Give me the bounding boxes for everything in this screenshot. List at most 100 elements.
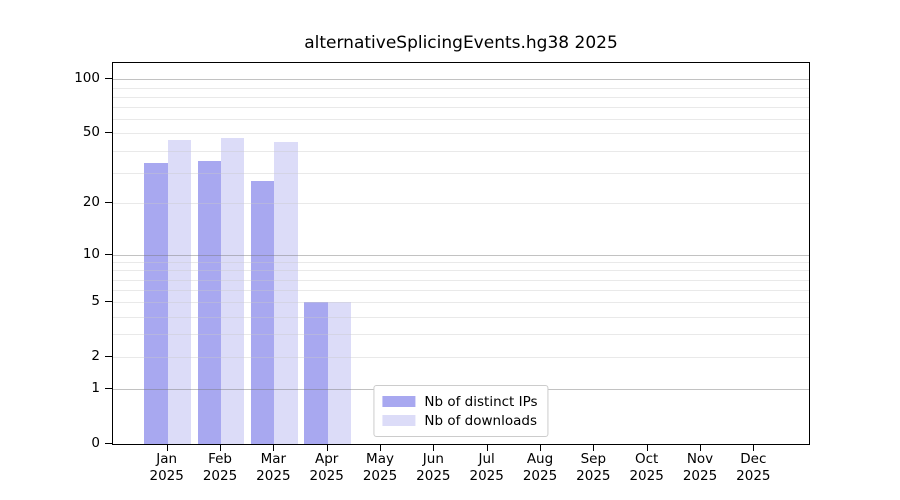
x-axis-tick-feb	[220, 445, 222, 451]
x-axis-tick-jul	[486, 445, 488, 451]
x-axis-tick-nov	[700, 445, 701, 451]
chart-title: alternativeSplicingEvents.hg38 2025	[304, 33, 618, 53]
legend-swatch-nb-of-downloads	[382, 415, 416, 426]
month-label: Apr	[315, 451, 339, 467]
gridline-8	[113, 270, 809, 272]
x-axis-label-apr: Apr 2025	[297, 451, 357, 484]
month-label: Jul	[478, 451, 495, 467]
legend-label: Nb of distinct IPs	[424, 393, 538, 410]
x-axis-tick-may	[380, 445, 382, 451]
gridline-10	[113, 254, 809, 256]
y-axis-label-1: 1	[91, 380, 100, 397]
bar-nb-of-distinct-ips-apr	[304, 302, 328, 444]
gridline-7	[113, 279, 809, 281]
year-label: 2025	[149, 467, 184, 484]
x-axis-label-jul: Jul 2025	[457, 451, 517, 484]
y-axis-label-100: 100	[74, 70, 100, 87]
month-label: Nov	[686, 451, 714, 467]
x-axis-tick-aug	[540, 445, 541, 451]
gridline-50	[113, 133, 809, 135]
x-axis-tick-oct	[646, 445, 648, 451]
x-axis-tick-jun	[433, 445, 435, 451]
bar-nb-of-distinct-ips-jan	[144, 163, 168, 444]
y-axis-tick-100	[105, 78, 112, 80]
x-axis-tick-jan	[166, 445, 168, 451]
year-label: 2025	[362, 467, 398, 484]
y-axis-tick-50	[105, 132, 112, 134]
gridline-60	[113, 119, 809, 121]
y-axis-label-2: 2	[91, 348, 100, 365]
gridline-2	[113, 357, 809, 359]
legend-swatch-nb-of-distinct-ips	[382, 396, 416, 407]
gridline-4	[113, 316, 809, 318]
gridline-3	[113, 334, 809, 336]
plot-area: Nb of distinct IPs Nb of downloads	[112, 62, 810, 445]
year-label: 2025	[469, 467, 504, 484]
x-axis-label-may: May 2025	[350, 451, 410, 484]
x-axis-label-mar: Mar 2025	[243, 451, 303, 484]
year-label: 2025	[682, 467, 718, 484]
y-axis-tick-0	[105, 443, 112, 444]
y-axis-tick-2	[105, 356, 112, 358]
legend: Nb of distinct IPs Nb of downloads	[373, 385, 549, 437]
month-label: Dec	[740, 451, 767, 467]
gridline-90	[113, 87, 809, 89]
gridline-9	[113, 262, 809, 264]
gridline-40	[113, 150, 809, 152]
gridline-20	[113, 203, 809, 205]
gridline-30	[113, 172, 809, 174]
x-axis-label-dec: Dec 2025	[723, 451, 783, 484]
legend-entry-nb-of-distinct-ips: Nb of distinct IPs	[382, 392, 538, 411]
x-axis-tick-apr	[326, 445, 328, 451]
y-axis-tick-10	[105, 253, 112, 255]
y-axis-tick-20	[105, 202, 112, 204]
month-label: May	[366, 451, 394, 467]
y-axis-label-50: 50	[82, 124, 100, 141]
x-axis-label-nov: Nov 2025	[670, 451, 730, 484]
x-axis-tick-sep	[593, 445, 595, 451]
year-label: 2025	[309, 467, 344, 484]
bar-nb-of-distinct-ips-feb	[197, 160, 222, 444]
x-axis-label-jan: Jan 2025	[137, 451, 197, 484]
year-label: 2025	[576, 467, 611, 484]
month-label: Feb	[208, 451, 232, 467]
y-axis-label-5: 5	[91, 293, 100, 310]
bar-nb-of-downloads-mar	[274, 141, 298, 444]
x-axis-label-aug: Aug 2025	[510, 451, 570, 484]
gridline-100	[113, 79, 809, 81]
month-label: Aug	[526, 451, 554, 467]
bar-nb-of-distinct-ips-mar	[251, 180, 275, 444]
gridline-70	[113, 107, 809, 109]
y-axis-label-0: 0	[91, 435, 100, 451]
x-axis-tick-mar	[273, 445, 275, 451]
y-axis-tick-5	[105, 301, 112, 303]
gridline-5	[113, 302, 809, 304]
year-label: 2025	[202, 467, 238, 484]
month-label: Sep	[580, 451, 607, 467]
year-label: 2025	[256, 467, 291, 484]
year-label: 2025	[629, 467, 664, 484]
legend-label: Nb of downloads	[424, 412, 537, 429]
gridline-80	[113, 96, 809, 98]
month-label: Mar	[260, 451, 287, 467]
y-axis-tick-1	[105, 388, 112, 390]
bar-nb-of-downloads-feb	[221, 138, 245, 444]
month-label: Oct	[634, 451, 659, 467]
month-label: Jan	[156, 451, 178, 467]
year-label: 2025	[416, 467, 451, 484]
x-axis-label-oct: Oct 2025	[617, 451, 677, 484]
x-axis-label-feb: Feb 2025	[190, 451, 250, 484]
x-axis-label-jun: Jun 2025	[403, 451, 463, 484]
year-label: 2025	[522, 467, 558, 484]
x-axis-tick-dec	[753, 445, 755, 451]
bar-nb-of-downloads-apr	[327, 302, 351, 444]
bar-nb-of-downloads-jan	[167, 139, 191, 444]
legend-entry-nb-of-downloads: Nb of downloads	[382, 411, 537, 430]
y-axis-label-10: 10	[82, 245, 100, 262]
x-axis-label-sep: Sep 2025	[563, 451, 623, 484]
month-label: Jun	[422, 451, 444, 467]
y-axis-label-20: 20	[82, 194, 100, 211]
year-label: 2025	[736, 467, 771, 484]
gridline-6	[113, 290, 809, 292]
